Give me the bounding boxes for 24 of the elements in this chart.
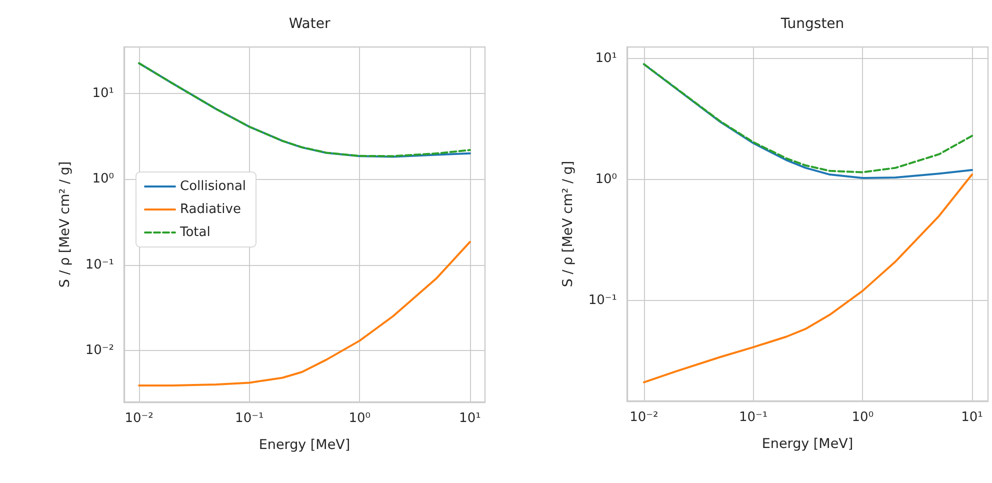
chart-title: Tungsten [780,16,844,32]
x-tick-label: 10⁰ [348,411,371,426]
x-tick-label: 10¹ [961,410,983,425]
y-axis-title: S / ρ [MeV cm² / g] [57,161,73,288]
x-tick-label: 10⁻² [630,410,658,425]
y-tick-label: 10¹ [595,51,617,66]
y-tick-label: 10⁰ [92,172,114,187]
chart-title: Water [288,16,330,32]
y-tick-label: 10¹ [92,86,114,102]
y-tick-label: 10⁻¹ [85,257,114,272]
y-tick-label: 10⁰ [595,172,617,188]
x-tick-label: 10¹ [459,411,481,426]
legend-label: Collisional [180,179,246,194]
y-axis-title: S / ρ [MeV cm² / g] [560,160,576,288]
x-tick-label: 10⁻² [124,411,154,426]
x-axis-title: Energy [MeV] [258,437,350,453]
y-tick-label: 10⁻² [85,342,114,358]
x-axis-title: Energy [MeV] [762,436,854,452]
x-tick-label: 10⁰ [852,410,874,425]
legend-label: Radiative [180,202,241,217]
legend-label: Total [179,225,210,240]
x-tick-label: 10⁻¹ [738,410,768,425]
x-tick-label: 10⁻¹ [235,411,264,426]
y-tick-label: 10⁻¹ [588,292,617,308]
